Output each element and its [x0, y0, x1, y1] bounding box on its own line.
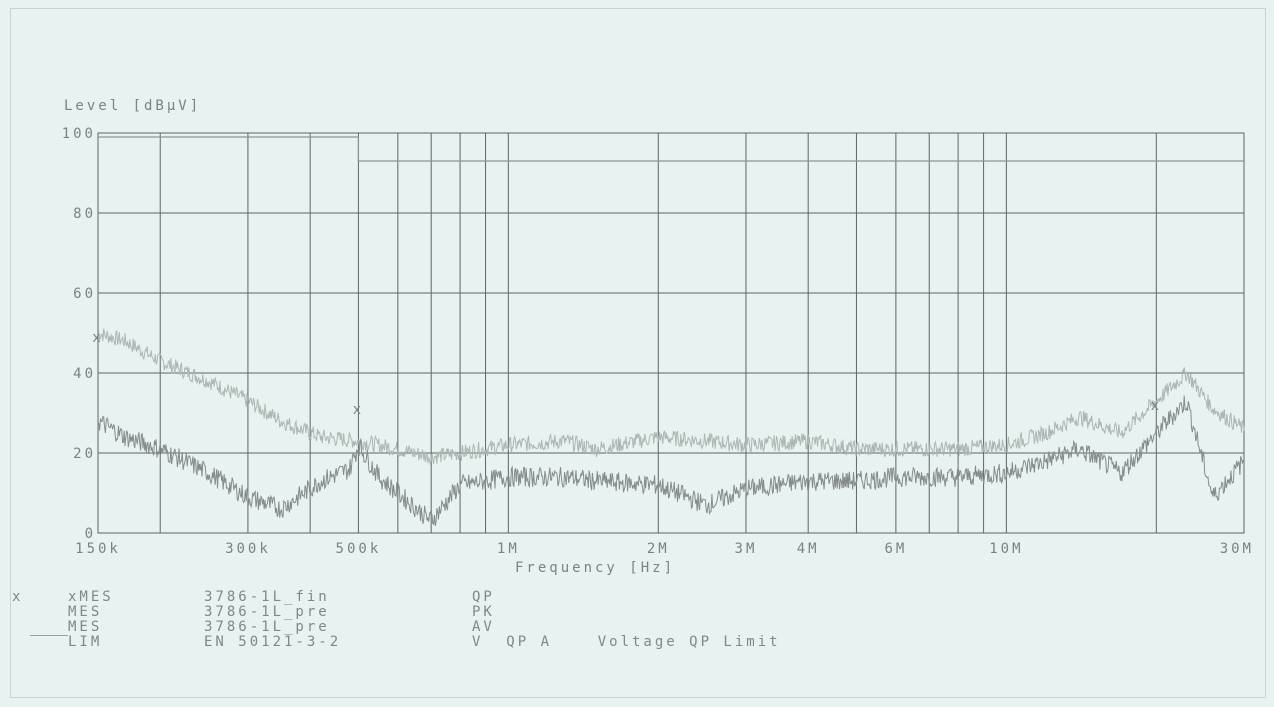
grid	[97, 132, 1245, 534]
x-tick-label: 4M	[797, 541, 820, 557]
series-pk-trace	[97, 328, 1245, 465]
y-tick-label: 100	[62, 126, 96, 142]
x-tick-label: 6M	[884, 541, 907, 557]
legend: x xMES 3786-1L_fin QP MES 3786-1L_pre PK MES 378…	[12, 590, 1262, 650]
plot-frame	[10, 8, 1266, 698]
legend-file: EN 50121-3-2	[204, 634, 342, 650]
x-tick-label: 30M	[1220, 541, 1254, 557]
legend-swatch	[30, 635, 68, 636]
legend-detector: QP	[472, 589, 495, 605]
legend-detector: AV	[472, 619, 495, 635]
legend-type: LIM	[68, 634, 103, 650]
y-tick-label: 0	[85, 526, 96, 542]
y-tick-label: 60	[73, 286, 96, 302]
legend-type: MES	[68, 604, 103, 620]
y-tick-label: 40	[73, 366, 96, 382]
x-tick-label: 500k	[336, 541, 382, 557]
series-layer: x x x	[92, 136, 1245, 526]
plot-border	[97, 132, 1245, 534]
y-tick-label: 20	[73, 446, 96, 462]
qp-marker: x	[1151, 398, 1162, 414]
series-av-trace	[97, 395, 1245, 526]
legend-file: 3786-1L_pre	[204, 619, 330, 635]
series-limit-line	[98, 136, 1244, 162]
legend-type: xMES	[68, 589, 114, 605]
legend-file: 3786-1L_fin	[204, 589, 330, 605]
tick-labels: 0 20 40 60 80 100 150k 300k 500k 1M 2M 3M 4M 6M 10M 30M	[62, 126, 1254, 557]
x-tick-label: 3M	[735, 541, 758, 557]
legend-row: MES 3786-1L_pre PK	[12, 605, 1262, 620]
x-tick-label: 300k	[225, 541, 271, 557]
x-tick-label: 10M	[989, 541, 1023, 557]
qp-marker: x	[92, 330, 103, 346]
x-tick-label: 150k	[75, 541, 121, 557]
legend-detector: V QP A Voltage QP Limit	[472, 634, 781, 650]
legend-detector: PK	[472, 604, 495, 620]
legend-marker: x	[12, 589, 24, 605]
x-tick-label: 2M	[647, 541, 670, 557]
x-axis-label: Frequency [Hz]	[515, 560, 675, 576]
qp-marker: x	[353, 402, 364, 418]
legend-file: 3786-1L_pre	[204, 604, 330, 620]
y-axis-label: Level [dBµV]	[64, 98, 201, 114]
legend-row: MES 3786-1L_pre AV	[12, 620, 1262, 635]
legend-type: MES	[68, 619, 103, 635]
x-tick-label: 1M	[497, 541, 520, 557]
legend-row: LIM EN 50121-3-2 V QP A Voltage QP Limit	[12, 635, 1262, 650]
legend-row: x xMES 3786-1L_fin QP	[12, 590, 1262, 605]
y-tick-label: 80	[73, 206, 96, 222]
